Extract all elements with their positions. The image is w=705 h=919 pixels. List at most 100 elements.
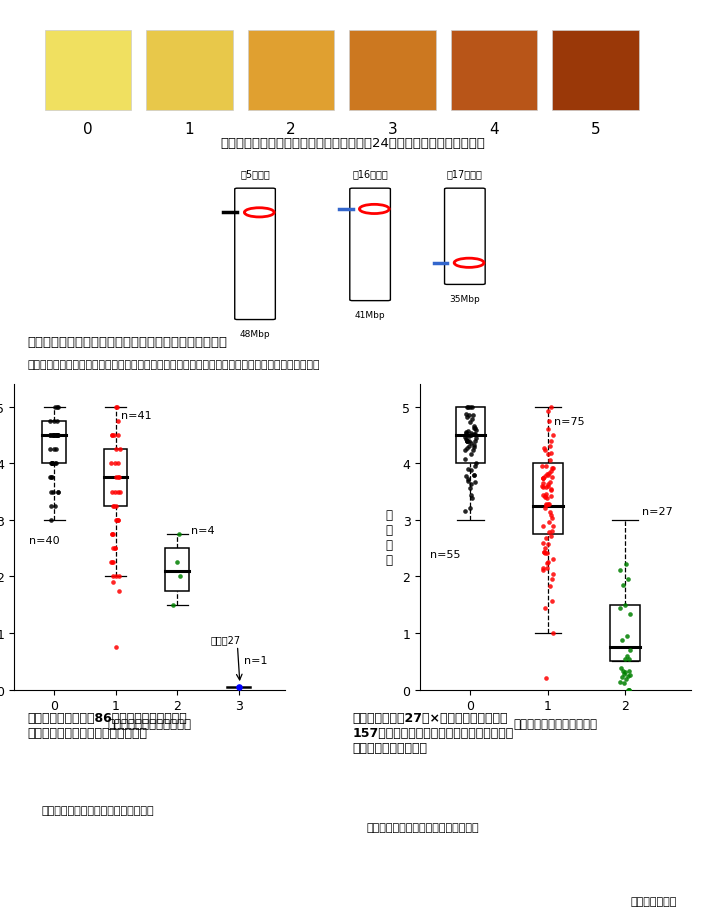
- Point: [541, 492, 552, 506]
- Point: [174, 570, 185, 584]
- Point: [46, 457, 57, 471]
- Point: [546, 489, 557, 504]
- Point: [110, 471, 121, 485]
- Point: [542, 468, 553, 482]
- Point: [537, 561, 548, 575]
- Point: [620, 664, 631, 679]
- Point: [460, 407, 472, 422]
- Point: [540, 459, 551, 473]
- Point: [109, 457, 121, 471]
- Point: [233, 680, 245, 695]
- Point: [544, 453, 556, 468]
- Point: [542, 479, 553, 494]
- Text: 第16染色体: 第16染色体: [352, 169, 388, 179]
- Point: [623, 683, 634, 698]
- Point: [538, 471, 549, 486]
- Point: [111, 513, 123, 528]
- Point: [110, 400, 121, 414]
- Point: [547, 428, 558, 443]
- Point: [470, 456, 482, 471]
- FancyBboxPatch shape: [552, 31, 639, 110]
- Point: [540, 497, 551, 512]
- Point: [470, 431, 482, 446]
- Point: [462, 461, 474, 476]
- Point: [538, 519, 549, 534]
- Point: [46, 457, 57, 471]
- Point: [460, 505, 471, 519]
- Bar: [611, 605, 640, 662]
- Text: 41Mbp: 41Mbp: [355, 311, 386, 320]
- Point: [466, 491, 477, 505]
- Point: [547, 519, 558, 534]
- Point: [463, 408, 474, 423]
- Text: 第5染色体: 第5染色体: [240, 169, 270, 179]
- Point: [621, 650, 632, 664]
- Point: [465, 437, 477, 451]
- Text: 図３　既存のリンゴ86品種・系統における難
褐変性遺伝子型の領域数と褐変指数: 図３ 既存のリンゴ86品種・系統における難 褐変性遺伝子型の領域数と褐変指数: [27, 711, 188, 739]
- Text: n=75: n=75: [554, 416, 584, 426]
- Point: [465, 428, 477, 443]
- Point: [48, 428, 59, 443]
- Point: [460, 444, 471, 459]
- Point: [620, 672, 632, 686]
- Point: [106, 528, 118, 542]
- Text: 黒線はポリフェノール酸化酵素活性を示し、青線はポリフェノール成分含量に関与する領域を示す。: 黒線はポリフェノール酸化酵素活性を示し、青線はポリフェノール成分含量に関与する領…: [27, 359, 320, 369]
- Point: [543, 414, 554, 428]
- Point: [537, 460, 548, 474]
- Point: [625, 607, 636, 621]
- FancyBboxPatch shape: [450, 31, 537, 110]
- Point: [618, 578, 629, 593]
- Point: [468, 468, 479, 482]
- Point: [548, 461, 559, 476]
- Point: [544, 516, 555, 530]
- Point: [546, 529, 557, 544]
- Point: [53, 428, 64, 443]
- Point: [113, 513, 124, 528]
- Point: [171, 555, 183, 570]
- Point: [546, 594, 558, 608]
- Point: [463, 439, 474, 454]
- Point: [108, 528, 119, 542]
- Point: [470, 434, 481, 448]
- Point: [469, 475, 480, 490]
- Point: [45, 484, 56, 499]
- Point: [106, 428, 117, 443]
- Point: [542, 537, 553, 551]
- Text: （國久美由紀）: （國久美由紀）: [631, 896, 678, 905]
- Point: [109, 484, 121, 499]
- Point: [106, 484, 118, 499]
- Point: [543, 477, 554, 492]
- Point: [615, 662, 627, 676]
- Point: [49, 499, 60, 514]
- Point: [616, 670, 627, 685]
- Text: n=55: n=55: [430, 550, 461, 560]
- Point: [460, 469, 472, 483]
- Point: [49, 414, 60, 428]
- Point: [623, 683, 634, 698]
- Point: [50, 428, 61, 443]
- Point: [468, 419, 479, 434]
- Point: [538, 480, 549, 494]
- Point: [51, 457, 62, 471]
- Point: [538, 471, 549, 486]
- Point: [547, 552, 558, 567]
- Point: [539, 470, 551, 484]
- Y-axis label: 褐
変
指
数: 褐 変 指 数: [385, 508, 392, 566]
- Point: [544, 439, 556, 454]
- Point: [547, 524, 558, 539]
- Point: [538, 536, 549, 550]
- Point: [113, 484, 124, 499]
- Point: [542, 556, 553, 571]
- Point: [51, 428, 63, 443]
- Point: [623, 652, 634, 666]
- Point: [545, 474, 556, 489]
- Point: [468, 426, 479, 441]
- Point: [107, 555, 118, 570]
- Point: [545, 508, 556, 523]
- Point: [537, 488, 548, 503]
- Text: n=27: n=27: [642, 506, 673, 516]
- Point: [51, 400, 62, 414]
- Point: [168, 597, 179, 612]
- Point: [468, 438, 479, 453]
- Point: [620, 597, 631, 612]
